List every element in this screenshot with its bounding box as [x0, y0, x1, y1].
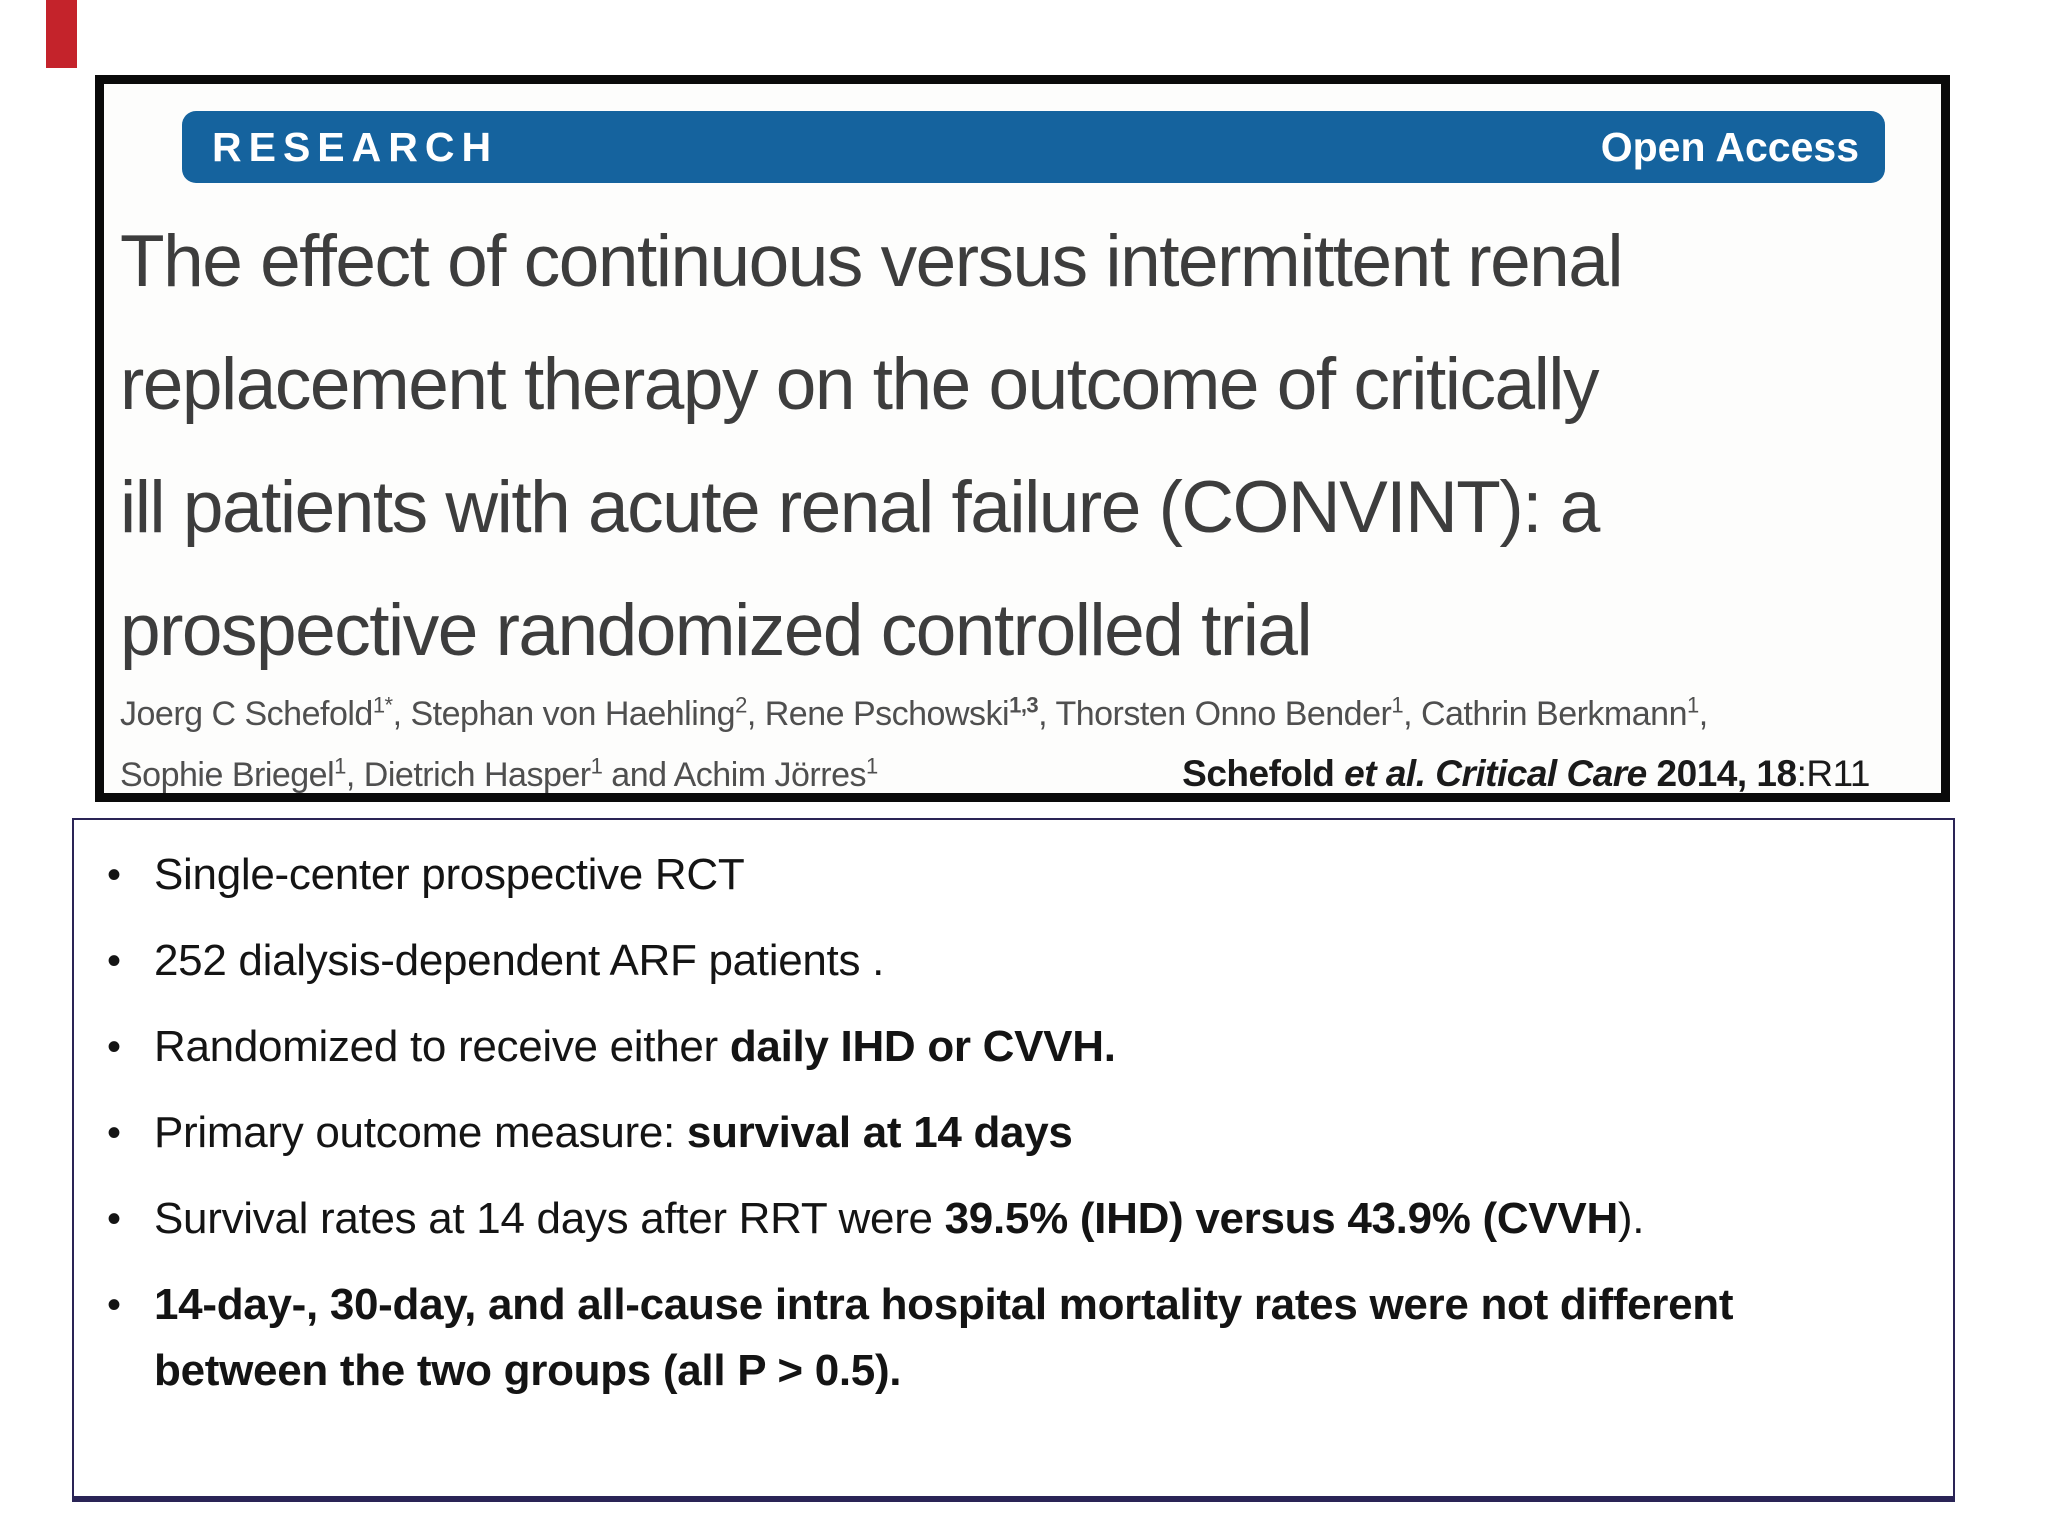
- bullet-text: Primary outcome measure: survival at 14 …: [154, 1108, 1073, 1157]
- bullet-text: Single-center prospective RCT: [154, 850, 745, 899]
- bullet-item-2: • 252 dialysis-dependent ARF patients .: [74, 928, 1953, 994]
- bullet-marker: •: [106, 853, 121, 897]
- bullet-marker: •: [106, 1283, 121, 1327]
- bullet-text: Randomized to receive either daily IHD o…: [154, 1022, 1116, 1071]
- summary-box: • Single-center prospective RCT • 252 di…: [72, 818, 1955, 1502]
- bullet-marker: •: [106, 939, 121, 983]
- journal-banner: RESEARCH Open Access: [182, 111, 1885, 183]
- bullet-item-3: • Randomized to receive either daily IHD…: [74, 1014, 1953, 1080]
- open-access-badge: Open Access: [1600, 123, 1859, 170]
- red-accent-bar: [46, 0, 77, 68]
- research-label: RESEARCH: [212, 123, 499, 170]
- bullet-marker: •: [106, 1197, 121, 1241]
- bullet-text: 14-day-, 30-day, and all-cause intra hos…: [154, 1280, 1734, 1395]
- bullet-text: Survival rates at 14 days after RRT were…: [154, 1194, 1645, 1243]
- bullet-item-5: • Survival rates at 14 days after RRT we…: [74, 1186, 1953, 1252]
- bullet-item-4: • Primary outcome measure: survival at 1…: [74, 1100, 1953, 1166]
- title-line-3: ill patients with acute renal failure (C…: [120, 467, 1600, 548]
- title-line-4: prospective randomized controlled trial: [120, 590, 1313, 671]
- paper-header-box: RESEARCH Open Access The effect of conti…: [95, 75, 1950, 802]
- paper-title: The effect of continuous versus intermit…: [120, 200, 1910, 692]
- citation: Schefold et al. Critical Care 2014, 18:R…: [1182, 753, 1870, 794]
- title-line-1: The effect of continuous versus intermit…: [120, 221, 1624, 302]
- authors-line-2: Sophie Briegel1, Dietrich Hasper1 and Ac…: [120, 753, 878, 794]
- bullet-item-6: • 14-day-, 30-day, and all-cause intra h…: [74, 1272, 1953, 1404]
- bullet-item-1: • Single-center prospective RCT: [74, 842, 1953, 908]
- authors-line-1: Joerg C Schefold1*, Stephan von Haehling…: [120, 692, 1708, 733]
- bullet-marker: •: [106, 1025, 121, 1069]
- bullet-marker: •: [106, 1111, 121, 1155]
- title-line-2: replacement therapy on the outcome of cr…: [120, 344, 1600, 425]
- author-list: Joerg C Schefold1*, Stephan von Haehling…: [120, 684, 1925, 805]
- bullet-text: 252 dialysis-dependent ARF patients .: [154, 936, 885, 985]
